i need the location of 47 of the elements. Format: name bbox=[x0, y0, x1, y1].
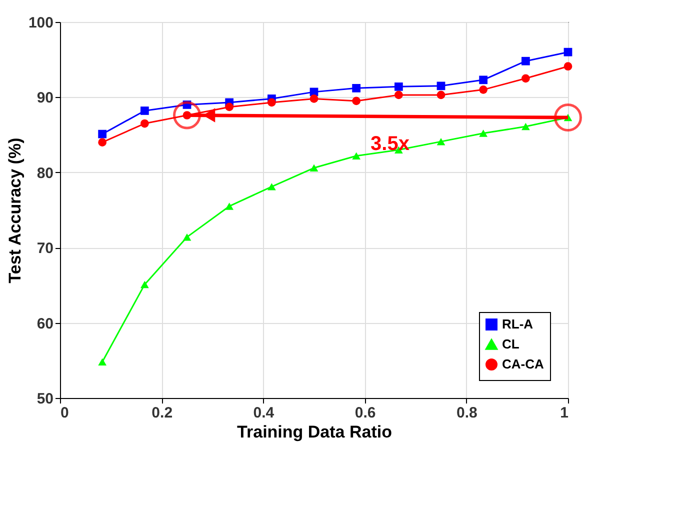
point bbox=[564, 48, 572, 56]
point bbox=[98, 130, 106, 138]
point bbox=[140, 106, 149, 115]
point bbox=[182, 233, 192, 241]
point bbox=[310, 164, 318, 172]
legend-label: CL bbox=[502, 336, 520, 352]
point bbox=[140, 119, 149, 128]
y-tick-label: 80 bbox=[36, 164, 54, 182]
point bbox=[394, 82, 403, 91]
point bbox=[394, 90, 403, 100]
point bbox=[98, 138, 106, 146]
x-tick-label: 1 bbox=[560, 404, 568, 422]
x-tick-label: 0.8 bbox=[456, 404, 478, 422]
point bbox=[352, 96, 360, 106]
point bbox=[225, 102, 234, 112]
y-axis-title: Test Accuracy (%) bbox=[5, 138, 24, 284]
point bbox=[436, 90, 446, 100]
point bbox=[352, 84, 360, 92]
point bbox=[522, 74, 530, 83]
point bbox=[352, 152, 360, 160]
point bbox=[564, 62, 572, 71]
y-tick-label: 70 bbox=[36, 240, 54, 258]
point bbox=[268, 183, 276, 190]
y-tick-label: 50 bbox=[36, 390, 54, 408]
point bbox=[225, 202, 234, 210]
legend-label: RL-A bbox=[502, 316, 534, 332]
point bbox=[479, 130, 488, 137]
legend-label: CA-CA bbox=[502, 356, 544, 372]
annotation: 3.5x bbox=[370, 133, 410, 155]
point bbox=[436, 138, 446, 146]
x-tick-label: 0.2 bbox=[152, 404, 173, 422]
x-tick-label: 0.6 bbox=[354, 404, 376, 422]
x-tick-label: 0 bbox=[60, 404, 69, 422]
point bbox=[268, 98, 276, 107]
point bbox=[310, 94, 318, 103]
point bbox=[140, 280, 149, 288]
point bbox=[479, 86, 488, 94]
point bbox=[522, 56, 530, 66]
point bbox=[479, 76, 488, 84]
point bbox=[522, 122, 530, 130]
point bbox=[98, 358, 106, 366]
y-tick-label: 60 bbox=[36, 315, 54, 332]
y-tick-label: 100 bbox=[28, 14, 54, 32]
y-tick-label: 90 bbox=[36, 90, 54, 107]
point bbox=[436, 82, 446, 90]
x-axis-title: Training Data Ratio bbox=[237, 422, 392, 442]
x-tick-label: 0.4 bbox=[253, 404, 275, 422]
